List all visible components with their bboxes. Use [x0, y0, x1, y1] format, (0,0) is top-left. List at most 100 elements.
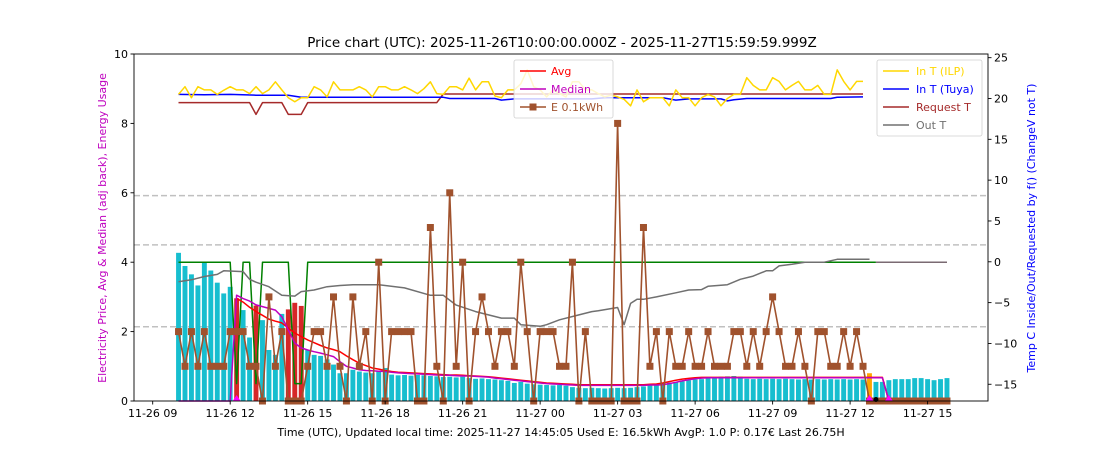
price-bar	[712, 378, 717, 401]
price-bar	[841, 379, 847, 401]
unlabeled-line	[178, 261, 876, 385]
median-line	[178, 294, 890, 402]
price-bar	[770, 378, 776, 401]
price-bar	[563, 385, 569, 401]
price-bar	[673, 381, 679, 401]
price-bar	[389, 374, 395, 401]
price-bar	[750, 379, 756, 401]
y-right-tick-label: 5	[994, 215, 1001, 228]
y-right-tick-label: 10	[994, 174, 1008, 187]
price-bar	[511, 382, 517, 401]
price-bar	[757, 378, 763, 401]
energy-marker	[271, 362, 279, 370]
price-bar	[892, 379, 898, 401]
y-right-tick-label: −5	[994, 297, 1010, 310]
energy-marker	[265, 293, 273, 301]
x-tick-label: 11-27 15	[903, 407, 952, 420]
energy-marker	[814, 328, 822, 336]
energy-marker	[317, 328, 325, 336]
y-right-tick-label: 0	[994, 256, 1001, 269]
y-left-tick-label: 6	[121, 187, 128, 200]
price-bar	[395, 375, 401, 401]
price-bar	[427, 376, 433, 401]
energy-marker	[349, 293, 357, 301]
energy-marker	[239, 328, 247, 336]
triangle-marker	[232, 395, 241, 401]
y-axis-left-label: Electricity Price, Avg & Median (adj bac…	[96, 73, 109, 383]
energy-marker	[226, 328, 234, 336]
price-bar	[356, 371, 362, 401]
price-bar	[234, 298, 240, 401]
price-bar	[718, 376, 724, 401]
energy-marker	[769, 293, 777, 301]
price-bar	[415, 374, 420, 401]
legend-label: In T (ILP)	[916, 65, 965, 78]
price-bar	[505, 380, 511, 401]
price-bar	[324, 359, 330, 401]
energy-marker	[840, 328, 848, 336]
energy-marker	[323, 362, 331, 370]
price-bar	[783, 378, 788, 401]
price-bar	[776, 379, 782, 401]
energy-marker	[517, 258, 525, 266]
energy-marker	[788, 362, 796, 370]
energy-marker	[562, 362, 570, 370]
price-bar	[763, 379, 769, 401]
price-bar	[815, 379, 821, 401]
energy-marker	[207, 362, 215, 370]
price-bar	[240, 310, 246, 401]
price-bar	[176, 252, 181, 401]
energy-marker	[472, 328, 480, 336]
price-bar	[860, 379, 866, 401]
price-bar	[498, 380, 504, 401]
legend-label: Median	[551, 83, 591, 96]
energy-marker	[375, 258, 383, 266]
price-bar	[808, 379, 814, 401]
price-bar	[873, 381, 879, 401]
legend-label: E 0.1kWh	[551, 101, 603, 114]
energy-marker	[749, 328, 757, 336]
energy-marker	[484, 328, 492, 336]
price-bar	[821, 379, 827, 401]
energy-marker	[523, 328, 531, 336]
legend-box	[876, 59, 983, 137]
price-bar	[912, 378, 918, 401]
energy-marker	[782, 362, 790, 370]
energy-marker	[723, 362, 731, 370]
energy-marker	[401, 328, 409, 336]
x-tick-label: 11-27 03	[593, 407, 642, 420]
energy-marker	[355, 362, 363, 370]
y-left-tick-label: 0	[121, 395, 128, 408]
energy-marker	[665, 328, 673, 336]
energy-marker	[762, 328, 770, 336]
x-tick-label: 11-26 18	[360, 407, 409, 420]
x-tick-label: 11-27 09	[748, 407, 797, 420]
energy-marker	[213, 362, 221, 370]
out-t-line	[178, 258, 870, 328]
price-bar	[434, 376, 440, 401]
energy-marker	[336, 362, 344, 370]
y-right-tick-label: 25	[994, 52, 1008, 65]
price-bar	[789, 379, 795, 401]
price-bar	[331, 364, 336, 401]
price-bar	[486, 379, 491, 401]
energy-marker	[775, 328, 783, 336]
x-tick-label: 11-26 12	[205, 407, 254, 420]
price-bar	[318, 355, 324, 401]
price-bar	[615, 387, 621, 401]
energy-marker	[743, 362, 751, 370]
price-bar	[208, 270, 214, 401]
energy-marker	[672, 362, 680, 370]
price-bar	[724, 376, 730, 401]
energy-marker	[646, 362, 654, 370]
x-tick-label: 11-26 15	[283, 407, 332, 420]
energy-marker	[536, 328, 544, 336]
y-right-tick-label: −15	[994, 378, 1017, 391]
price-bar	[879, 381, 885, 401]
energy-marker	[652, 328, 660, 336]
price-bar	[285, 309, 291, 401]
price-bar	[227, 286, 233, 401]
energy-marker	[407, 328, 415, 336]
price-bar	[272, 354, 278, 401]
